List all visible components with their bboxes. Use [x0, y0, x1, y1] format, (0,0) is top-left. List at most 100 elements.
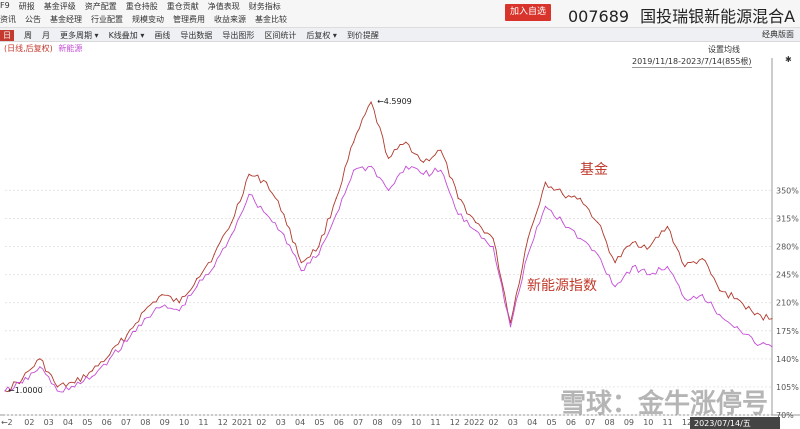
series-0-point-39 — [684, 265, 686, 268]
toolbar-item-2[interactable]: 月 — [42, 30, 50, 40]
nav2-item-2[interactable]: 基金经理 — [50, 15, 82, 24]
y-tick-label-3: 245% — [776, 271, 799, 280]
series-1-point-24 — [422, 173, 424, 175]
y-tick-label-8: 70% — [776, 411, 794, 420]
x-tick-label-15: 04 — [295, 418, 305, 427]
nav1-item-5[interactable]: 重仓贡献 — [166, 2, 199, 11]
series-0-point-32 — [562, 193, 564, 195]
ma-settings-button[interactable]: 设置均线 — [708, 45, 740, 54]
toolbar-item-1[interactable]: 周 — [24, 30, 32, 40]
toolbar-item-8[interactable]: 区间统计 — [264, 30, 297, 40]
nav1-item-3[interactable]: 资产配置 — [84, 2, 117, 11]
series-1-point-5 — [91, 375, 93, 378]
series-0-point-15 — [265, 181, 268, 183]
series-1-point-23 — [405, 165, 407, 167]
series-0-point-20 — [353, 141, 355, 143]
legend-note: (日线,后复权) — [4, 44, 53, 53]
nav1-item-2[interactable]: 基金评级 — [43, 2, 76, 11]
x-tick-label-33: 10 — [643, 418, 653, 427]
x-tick-label-34: 11 — [663, 418, 673, 427]
series-1-point-22 — [387, 189, 390, 191]
series-0-point-4 — [74, 382, 76, 384]
series-1-point-3 — [56, 390, 58, 392]
pin-icon[interactable]: ✱ — [785, 55, 792, 64]
add-watchlist-button[interactable]: 加入自选 — [505, 4, 551, 21]
x-tick-label-24: 2022 — [464, 418, 484, 427]
chart-legend: (日线,后复权) 新能源 — [4, 43, 82, 54]
y-tick-label-5: 175% — [776, 327, 799, 336]
nav2-item-5[interactable]: 管理费用 — [173, 15, 205, 24]
toolbar-item-6[interactable]: 导出数据 — [180, 30, 213, 40]
top-nav-bar: F9 研报 基金评级 资产配置 重仓持股 重仓贡献 净值表现 财务指标 资讯 公告 基金经理 行业配… — [0, 0, 800, 28]
series-0-point-38 — [666, 225, 669, 228]
nav1-item-4[interactable]: 重仓持股 — [125, 2, 158, 11]
series-1-point-4 — [74, 386, 76, 388]
series-0-point-9 — [161, 294, 163, 296]
series-1-point-12 — [213, 265, 215, 268]
x-tick-label-22: 11 — [430, 418, 440, 427]
series-0-point-21 — [370, 101, 372, 103]
series-0-point-10 — [178, 302, 180, 304]
series-1-point-36 — [631, 265, 634, 268]
series-0-point-23 — [405, 141, 407, 143]
series-0-point-36 — [631, 241, 634, 244]
date-range[interactable]: 2019/11/18-2023/7/14(855根) — [632, 57, 752, 68]
nav1-item-7[interactable]: 财务指标 — [248, 2, 281, 11]
nav2-item-0[interactable]: 资讯 — [0, 15, 16, 24]
legend-series: 新能源 — [58, 44, 83, 53]
nav1-item-1[interactable]: 研报 — [18, 2, 35, 11]
nav2-item-3[interactable]: 行业配置 — [91, 15, 123, 24]
y-tick-label-0: 350% — [776, 186, 799, 195]
series-0-point-29 — [509, 322, 512, 324]
x-tick-label-31: 08 — [605, 418, 615, 427]
series-1-point-18 — [318, 253, 320, 256]
fund-name: 国投瑞银新能源混合A — [640, 7, 796, 26]
series-0-point-16 — [283, 213, 285, 216]
toolbar-items: 日周月更多周期 ▾ K线叠加 ▾ 画线 导出数据 导出图形 区间统计 后复权 ▾ 到价提醒 — [0, 28, 389, 42]
x-tick-label-25: 02 — [488, 418, 498, 427]
nav1-item-0[interactable]: F9 — [0, 1, 10, 10]
x-tick-label-27: 04 — [527, 418, 537, 427]
x-tick-label-23: 12 — [450, 418, 460, 427]
series-1-point-39 — [684, 298, 686, 300]
series-1-point-25 — [440, 169, 442, 171]
series-0-point-28 — [492, 237, 494, 240]
x-tick-label-32: 09 — [624, 418, 634, 427]
chart-toolbar: 日周月更多周期 ▾ K线叠加 ▾ 画线 导出数据 导出图形 区间统计 后复权 ▾ 到价提醒 经… — [0, 28, 800, 42]
series-1-point-11 — [196, 286, 198, 288]
x-tick-label-14: 03 — [276, 418, 286, 427]
series-1-point-40 — [701, 294, 703, 296]
y-tick-label-6: 140% — [776, 355, 799, 364]
toolbar-item-3[interactable]: 更多周期 ▾ — [60, 30, 99, 40]
series-1-point-29 — [509, 326, 512, 328]
x-tick-label-5: 06 — [102, 418, 112, 427]
index-annotation: 新能源指数 — [527, 278, 597, 294]
x-tick-label-9: 10 — [179, 418, 189, 427]
nav2-item-1[interactable]: 公告 — [25, 15, 41, 24]
x-tick-label-20: 09 — [392, 418, 402, 427]
series-0-point-27 — [475, 221, 477, 224]
classic-layout-button[interactable]: 经典版面 — [762, 30, 794, 39]
series-0-point-42 — [736, 298, 738, 300]
series-line-0 — [4, 101, 773, 393]
toolbar-item-9[interactable]: 后复权 ▾ — [306, 30, 337, 40]
nav2-item-4[interactable]: 规模变动 — [132, 15, 164, 24]
toolbar-item-0[interactable]: 日 — [0, 29, 14, 41]
x-tick-label-26: 03 — [508, 418, 518, 427]
toolbar-item-4[interactable]: K线叠加 ▾ — [108, 30, 145, 40]
toolbar-item-7[interactable]: 导出图形 — [222, 30, 255, 40]
nav2-item-7[interactable]: 基金比较 — [255, 15, 287, 24]
toolbar-item-10[interactable]: 到价提醒 — [346, 30, 379, 40]
nav2-item-6[interactable]: 收益来源 — [214, 15, 246, 24]
series-0-point-17 — [300, 261, 302, 264]
x-tick-label-13: 02 — [256, 418, 266, 427]
toolbar-item-5[interactable]: 画线 — [154, 30, 171, 40]
series-1-point-20 — [353, 169, 355, 171]
nav-row-1: F9 研报 基金评级 资产配置 重仓持股 重仓贡献 净值表现 财务指标 — [0, 1, 290, 13]
x-tick-label-30: 07 — [585, 418, 595, 427]
nav1-item-6[interactable]: 净值表现 — [207, 2, 240, 11]
series-0-point-33 — [579, 197, 581, 199]
x-tick-label-2: 03 — [44, 418, 54, 427]
series-0-point-11 — [196, 278, 198, 280]
